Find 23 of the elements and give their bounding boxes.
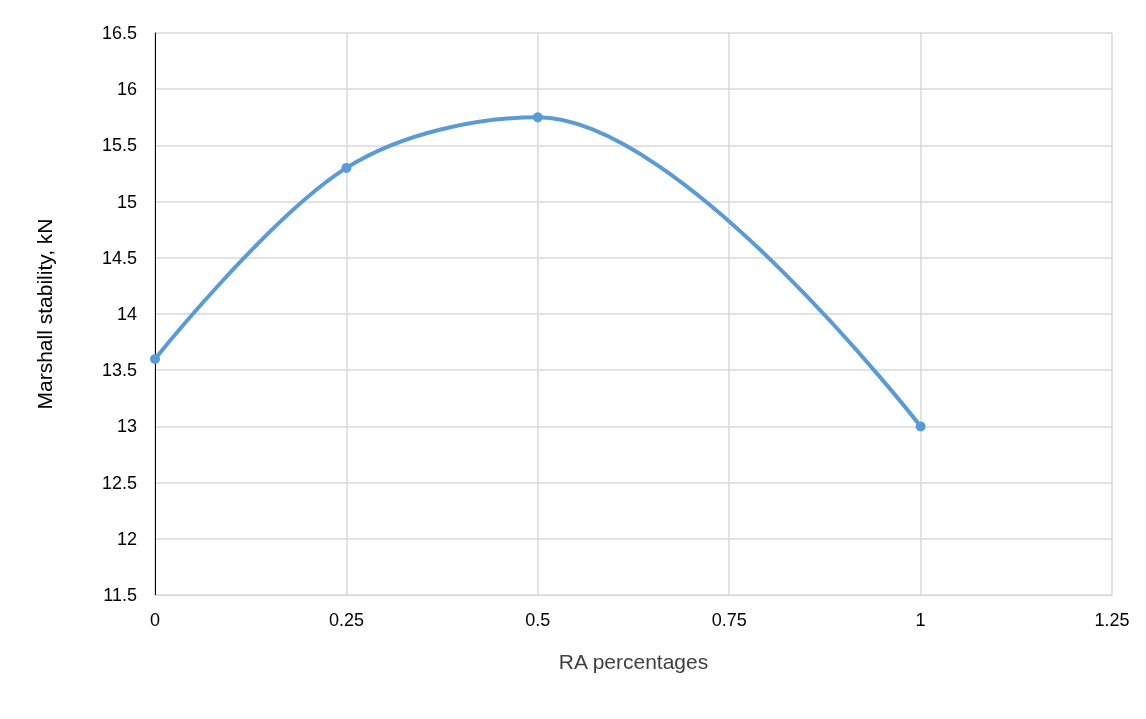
x-tick-label: 0.75 [711,610,747,630]
y-tick-label: 11.5 [103,585,137,605]
y-tick-label: 14.5 [101,247,137,268]
y-tick-label: 16 [116,79,137,100]
y-tick-label: 12.5 [101,472,137,493]
y-tick-label: 15.5 [101,135,137,156]
x-tick-label: 1.25 [1094,610,1130,630]
point [341,162,352,173]
x-tick-label: 0.25 [328,610,364,630]
y-tick-label: 15 [116,191,137,212]
x-tick-label: 1 [915,610,926,630]
point [915,421,926,432]
point [532,112,543,123]
point [150,353,160,364]
y-axis-title: Marshall stability, kN [33,218,56,410]
y-tick-label: 13 [116,416,137,437]
x-tick-label: 0.5 [525,610,551,630]
y-tick-label: 14 [116,304,137,324]
x-axis-title: RA percentages [558,650,709,673]
x-tick-label: 0 [149,610,161,630]
y-tick-label: 16.5 [101,23,137,43]
y-tick-label: 12 [116,528,137,549]
y-tick-label: 13.5 [101,360,137,381]
